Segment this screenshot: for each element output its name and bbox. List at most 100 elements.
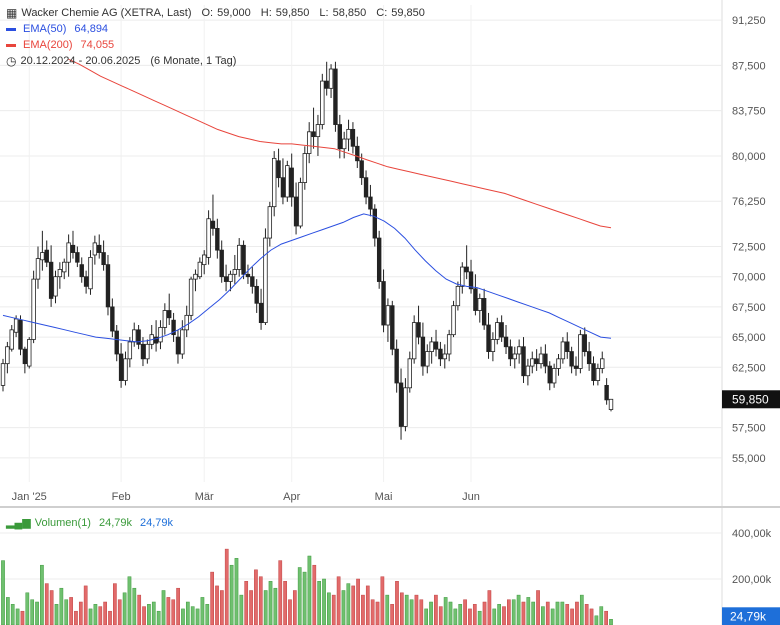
candle-body — [118, 353, 124, 381]
candle-body — [324, 80, 329, 89]
candle-body — [75, 252, 80, 263]
ema50-line — [2, 213, 612, 343]
candle-body — [508, 346, 513, 360]
candle-body — [18, 319, 23, 350]
volume-bar — [419, 599, 424, 625]
candle-body — [521, 346, 526, 377]
candle-body — [180, 329, 185, 355]
price-tick-label: 72,500 — [732, 242, 766, 254]
volume-bar — [482, 601, 487, 625]
candle-body — [267, 206, 273, 239]
volume-bar — [565, 604, 570, 625]
candle-body — [250, 276, 255, 287]
candle-body — [451, 305, 456, 336]
candle-body — [306, 131, 312, 154]
volume-value-2: 24,79k — [140, 517, 174, 529]
candle-body — [608, 398, 614, 410]
volume-bar — [49, 590, 54, 625]
volume-bar — [477, 610, 482, 625]
volume-bar — [156, 610, 161, 625]
volume-bar — [176, 587, 180, 625]
volume-bar — [390, 604, 394, 625]
candle-body — [202, 254, 207, 266]
candle-body — [140, 343, 146, 360]
volume-bar — [516, 594, 521, 625]
candle-body — [162, 310, 168, 328]
volume-tick-label: 200,00k — [732, 574, 772, 586]
candle-body — [530, 358, 535, 367]
volume-bar — [147, 604, 151, 625]
candle-body — [600, 358, 605, 369]
volume-bar — [15, 608, 20, 625]
last-price-label: 59,850 — [732, 392, 769, 406]
volume-bar — [224, 548, 229, 625]
candle-body — [276, 160, 281, 179]
candle-body — [245, 273, 251, 278]
candle-body — [153, 336, 159, 344]
candle-body — [13, 318, 19, 333]
candle-body — [464, 266, 469, 273]
candle-body — [560, 341, 566, 360]
volume-bar — [283, 581, 287, 625]
clock-icon: ◷ — [6, 54, 17, 68]
candle-body — [145, 343, 150, 360]
candle-body — [188, 278, 194, 316]
volume-bar — [44, 583, 49, 625]
candle-body — [206, 218, 211, 258]
period: (6 Monate, 1 Tag) — [150, 55, 237, 67]
candle-body — [398, 382, 404, 427]
volume-bar — [536, 590, 540, 625]
time-tick-label: Apr — [283, 491, 300, 503]
candle-body — [88, 256, 93, 290]
volume-bar — [117, 599, 122, 625]
candle-body — [495, 322, 500, 340]
volume-bar — [25, 592, 30, 625]
volume-bar — [20, 610, 25, 625]
candle-body — [516, 346, 522, 355]
volume-bar — [570, 608, 574, 625]
candle-body — [31, 278, 36, 340]
volume-bar — [579, 594, 584, 625]
candle-body — [35, 258, 41, 280]
volume-bar — [297, 567, 302, 625]
volume-bar — [278, 560, 283, 625]
candle-body — [22, 348, 28, 365]
legend-ema50-row[interactable]: EMA(50) 64,894 — [6, 21, 425, 37]
volume-value-1: 24,79k — [98, 517, 133, 529]
candle-body — [215, 228, 220, 251]
volume-bar — [331, 594, 336, 625]
price-tick-label: 87,500 — [732, 60, 766, 72]
candle-body — [193, 273, 198, 280]
volume-bar — [30, 599, 35, 625]
volume-bar — [185, 601, 190, 625]
volume-bar — [302, 571, 307, 625]
candle-body — [359, 160, 364, 179]
candle-body — [223, 276, 229, 282]
ema50-swatch — [6, 27, 16, 31]
price-tick-label: 80,000 — [732, 151, 766, 163]
legend-range-row[interactable]: ◷ 20.12.2024 - 20.06.2025 (6 Monate, 1 T… — [6, 53, 425, 69]
candle-body — [280, 177, 286, 198]
volume-bar — [511, 599, 516, 625]
volume-bar — [35, 601, 39, 625]
candle-body — [420, 336, 426, 367]
candle-body — [136, 329, 141, 345]
candle-body — [543, 353, 548, 367]
candle-body — [228, 273, 233, 282]
volume-tick-label: 400,00k — [732, 528, 772, 540]
volume-bar — [200, 597, 205, 625]
volume-bar — [502, 606, 506, 625]
candle-body — [468, 271, 474, 290]
volume-bar — [244, 581, 249, 625]
legend-ema200-row[interactable]: EMA(200) 74,055 — [6, 37, 425, 53]
volume-bar — [336, 576, 341, 625]
volume-bar — [263, 590, 268, 625]
volume-bar — [59, 587, 64, 625]
date-range: 20.12.2024 - 20.06.2025 — [20, 55, 141, 67]
volume-bar — [468, 608, 472, 625]
volume-bar — [181, 608, 185, 625]
candle-body — [455, 285, 461, 307]
candle-body — [175, 336, 181, 355]
volume-bar — [351, 585, 356, 625]
time-tick-label: Jan '25 — [12, 491, 47, 503]
